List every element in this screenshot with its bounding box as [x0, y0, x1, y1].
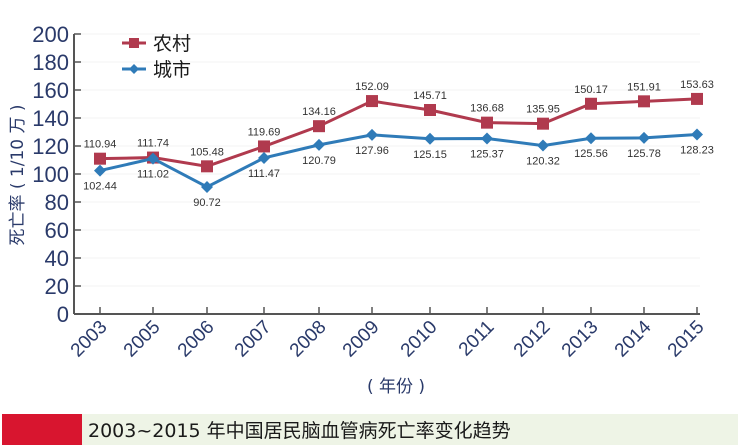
y-tick-label: 100 [32, 162, 69, 187]
square-marker-icon [537, 117, 549, 130]
caption-text: 2003~2015 年中国居民脑血管病死亡率变化趋势 [88, 420, 511, 442]
data-label: 135.95 [526, 104, 560, 116]
data-label: 125.56 [574, 148, 608, 160]
diamond-marker-icon [94, 164, 106, 177]
square-marker-icon [201, 160, 213, 173]
x-tick-label: 2009 [339, 317, 384, 362]
data-label: 125.15 [413, 149, 447, 161]
data-label: 125.37 [470, 148, 504, 160]
diamond-marker-icon [481, 132, 493, 145]
rural-line [99, 97, 698, 168]
data-label: 111.74 [137, 138, 169, 150]
data-label: 90.72 [193, 197, 221, 209]
square-marker-icon [691, 92, 703, 105]
line-chart: 0 20 40 60 80 100 120 140 160 180 200 2003 2005 2006… [8, 22, 714, 397]
figure-caption: 2003~2015 年中国居民脑血管病死亡率变化趋势 [2, 414, 738, 445]
diamond-marker-icon [638, 131, 650, 144]
x-tick-label: 2006 [174, 317, 219, 362]
diamond-marker-icon [691, 128, 703, 141]
diamond-marker-icon [258, 151, 270, 164]
data-label: 102.44 [83, 181, 117, 193]
x-tick-label: 2005 [120, 317, 165, 362]
x-tick-label: 2010 [397, 317, 442, 362]
x-axis-ticks: 2003 2005 2006 2007 2008 2009 2010 2011 2012 2013… [67, 307, 709, 361]
y-tick-label: 180 [32, 50, 69, 75]
diamond-marker-icon [147, 152, 159, 165]
diamond-marker-icon [129, 64, 139, 74]
data-label: 111.02 [137, 169, 169, 181]
x-tick-label: 2007 [231, 317, 276, 362]
diamond-marker-icon [366, 128, 378, 141]
y-axis-title: 死亡率 ( 1/10 万 ) [8, 104, 28, 245]
data-label: 134.16 [302, 106, 336, 118]
data-label: 127.96 [355, 145, 389, 157]
data-label: 128.23 [680, 144, 714, 156]
data-label: 150.17 [574, 84, 608, 96]
urban-line [99, 132, 698, 189]
square-marker-icon [638, 95, 650, 108]
square-marker-icon [424, 104, 436, 117]
data-label: 136.68 [470, 103, 504, 115]
x-axis-title: ( 年份 ) [367, 377, 425, 397]
square-marker-icon [129, 38, 139, 48]
data-labels: 110.94 111.74 105.48 119.69 134.16 152.09 145.… [83, 79, 714, 209]
data-label: 105.48 [190, 146, 224, 158]
y-tick-label: 20 [45, 274, 69, 299]
x-tick-label: 2014 [611, 316, 656, 361]
series-lines [94, 92, 703, 193]
x-tick-label: 2011 [455, 317, 499, 361]
data-label: 110.94 [84, 139, 117, 151]
y-tick-label: 80 [45, 190, 69, 215]
x-tick-label: 2012 [510, 317, 555, 362]
diamond-marker-icon [585, 132, 597, 145]
y-tick-label: 140 [32, 106, 69, 131]
diamond-marker-icon [537, 139, 549, 152]
data-label: 151.91 [627, 81, 661, 93]
caption-accent-block [2, 414, 82, 445]
data-label: 145.71 [413, 90, 447, 102]
legend-label-urban: 城市 [153, 59, 191, 81]
square-marker-icon [585, 97, 597, 110]
x-tick-label: 2008 [286, 317, 331, 362]
legend-item-rural: 农村 [122, 33, 191, 55]
data-label: 152.09 [355, 81, 389, 93]
data-label: 120.79 [302, 155, 336, 167]
legend: 农村 城市 [122, 33, 191, 81]
diamond-marker-icon [424, 132, 436, 145]
diamond-marker-icon [201, 180, 213, 193]
square-marker-icon [366, 95, 378, 108]
y-axis-ticks: 0 20 40 60 80 100 120 140 160 180 200 [32, 22, 81, 327]
data-label: 111.47 [248, 168, 280, 180]
square-marker-icon [94, 152, 106, 165]
x-tick-label: 2013 [558, 317, 603, 362]
data-label: 125.78 [627, 148, 661, 160]
x-tick-label: 2003 [67, 317, 112, 362]
y-tick-label: 120 [32, 134, 69, 159]
y-tick-label: 60 [45, 218, 69, 243]
grid [74, 33, 700, 287]
legend-item-urban: 城市 [122, 59, 191, 81]
diamond-marker-icon [313, 138, 325, 151]
square-marker-icon [258, 140, 270, 153]
y-tick-label: 0 [57, 302, 69, 327]
y-tick-label: 40 [45, 246, 69, 271]
square-marker-icon [481, 116, 493, 129]
data-label: 119.69 [248, 126, 281, 138]
data-label: 120.32 [526, 156, 560, 168]
x-tick-label: 2015 [664, 317, 709, 362]
data-label: 153.63 [680, 79, 714, 91]
y-tick-label: 200 [32, 22, 69, 47]
square-marker-icon [313, 120, 325, 133]
legend-label-rural: 农村 [153, 33, 191, 55]
y-tick-label: 160 [32, 78, 69, 103]
